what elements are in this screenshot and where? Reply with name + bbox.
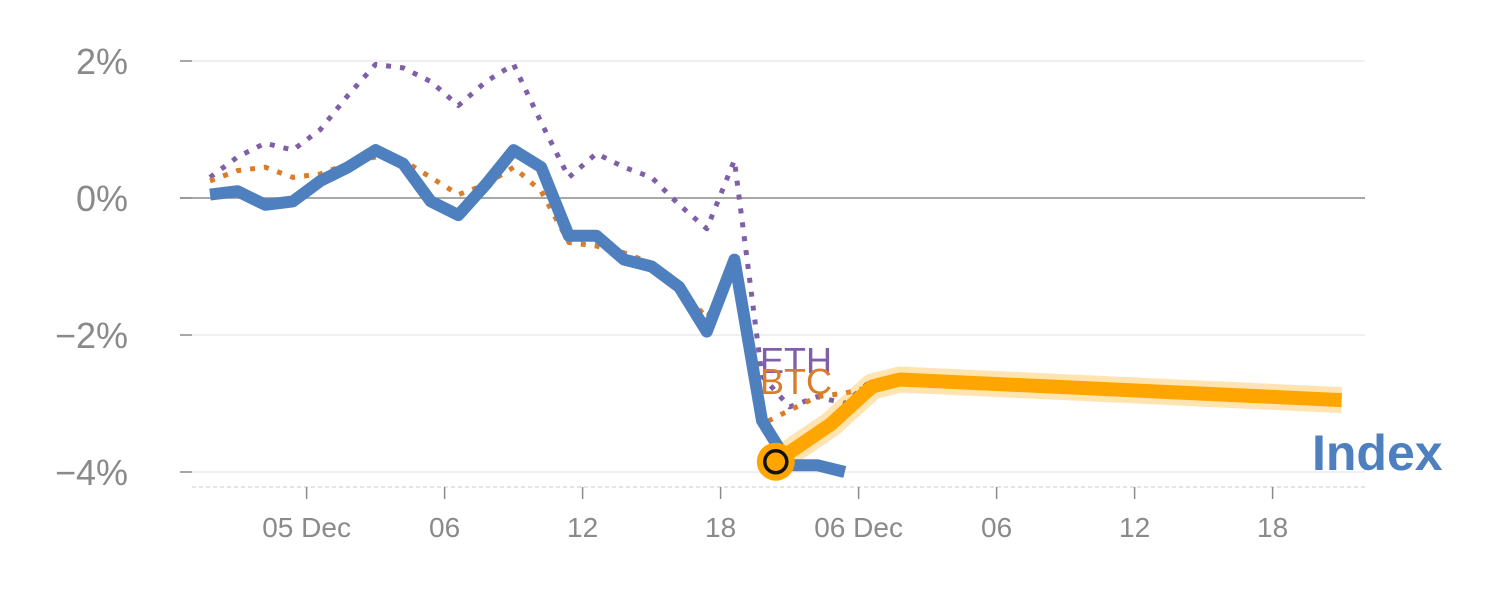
gridlines — [180, 60, 1365, 473]
index-series-line — [209, 144, 847, 478]
y-tick-label: 2% — [76, 41, 128, 82]
marker-layer — [756, 442, 795, 481]
x-tick-label: 18 — [705, 512, 736, 543]
x-tick-label: 06 — [429, 512, 460, 543]
x-axis: 05 Dec 06 12 18 06 Dec 06 12 18 — [192, 486, 1365, 543]
y-tick-label: −2% — [55, 315, 128, 356]
x-tick-label: 18 — [1257, 512, 1288, 543]
series-labels: ETH BTC Index — [760, 340, 1443, 481]
series-lines — [208, 61, 1343, 478]
current-point-marker-halo — [756, 442, 795, 481]
eth-series-label: ETH — [760, 340, 832, 381]
btc-series-line — [209, 154, 873, 427]
y-tick-label: 0% — [76, 178, 128, 219]
y-axis: 2% 0% −2% −4% — [55, 41, 192, 493]
x-tick-label: 06 Dec — [814, 512, 903, 543]
y-tick-label: −4% — [55, 452, 128, 493]
x-tick-label: 05 Dec — [262, 512, 351, 543]
index-series-label: Index — [1312, 425, 1443, 481]
x-tick-label: 12 — [1119, 512, 1150, 543]
btc-series-label: BTC — [760, 361, 832, 402]
x-tick-label: 06 — [981, 512, 1012, 543]
eth-series-line — [208, 61, 875, 410]
index-forecast-line — [771, 372, 1342, 468]
x-tick-label: 12 — [567, 512, 598, 543]
current-point-marker — [763, 448, 789, 475]
